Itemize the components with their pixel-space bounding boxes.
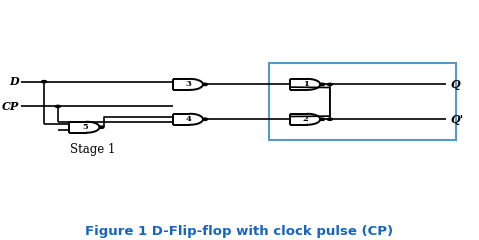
- Circle shape: [327, 83, 332, 85]
- Text: 3: 3: [185, 80, 191, 88]
- Bar: [269, 63, 456, 140]
- Text: D: D: [9, 76, 19, 87]
- Circle shape: [56, 105, 60, 108]
- Circle shape: [327, 118, 332, 120]
- Text: CP: CP: [1, 101, 19, 112]
- Text: 2: 2: [303, 115, 308, 123]
- Text: 5: 5: [82, 123, 88, 131]
- Text: Q: Q: [450, 79, 460, 90]
- Text: 4: 4: [185, 115, 192, 123]
- Text: 1: 1: [303, 80, 308, 88]
- Text: Stage 1: Stage 1: [69, 143, 115, 156]
- Text: Q': Q': [450, 114, 463, 125]
- Text: Figure 1 D-Flip-flop with clock pulse (CP): Figure 1 D-Flip-flop with clock pulse (C…: [85, 225, 394, 238]
- Circle shape: [42, 81, 46, 83]
